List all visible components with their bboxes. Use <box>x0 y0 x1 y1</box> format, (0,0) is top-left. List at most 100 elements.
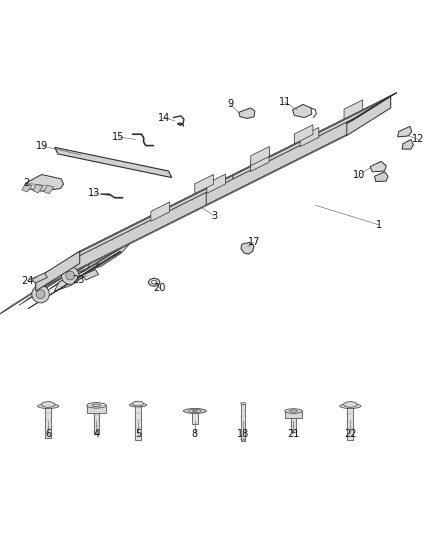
Polygon shape <box>44 185 54 194</box>
Text: 1: 1 <box>376 220 382 230</box>
Polygon shape <box>49 251 120 295</box>
Ellipse shape <box>42 402 55 407</box>
Polygon shape <box>82 270 99 280</box>
Polygon shape <box>300 127 319 147</box>
Polygon shape <box>36 192 206 279</box>
Polygon shape <box>239 108 255 118</box>
Polygon shape <box>191 183 217 213</box>
Polygon shape <box>144 207 171 236</box>
Text: 12: 12 <box>412 134 424 144</box>
Text: 8: 8 <box>192 429 198 439</box>
Ellipse shape <box>189 409 201 413</box>
Polygon shape <box>77 252 122 279</box>
Polygon shape <box>324 110 364 133</box>
Text: 18: 18 <box>237 429 249 439</box>
Polygon shape <box>135 405 141 440</box>
Text: 21: 21 <box>287 429 300 439</box>
Polygon shape <box>198 118 355 198</box>
Polygon shape <box>337 110 364 140</box>
Ellipse shape <box>344 402 357 407</box>
Polygon shape <box>82 232 121 255</box>
Ellipse shape <box>241 402 245 405</box>
Polygon shape <box>347 96 391 135</box>
Polygon shape <box>251 152 269 172</box>
Polygon shape <box>294 125 313 144</box>
Text: 2: 2 <box>23 178 29 188</box>
Polygon shape <box>233 101 382 188</box>
Polygon shape <box>19 267 78 305</box>
Text: 3: 3 <box>212 211 218 221</box>
Ellipse shape <box>38 404 59 408</box>
Polygon shape <box>36 251 80 291</box>
Polygon shape <box>55 147 172 177</box>
Polygon shape <box>22 183 32 192</box>
Polygon shape <box>206 118 355 205</box>
Text: 23: 23 <box>72 274 84 285</box>
Ellipse shape <box>152 280 157 284</box>
Polygon shape <box>285 411 302 418</box>
Polygon shape <box>241 403 245 441</box>
Polygon shape <box>71 171 241 256</box>
Circle shape <box>66 271 74 280</box>
Polygon shape <box>44 255 102 293</box>
Polygon shape <box>370 161 386 172</box>
Ellipse shape <box>192 410 198 411</box>
Circle shape <box>61 267 79 284</box>
Text: 13: 13 <box>88 188 100 198</box>
Polygon shape <box>0 279 53 318</box>
Polygon shape <box>244 157 270 186</box>
Circle shape <box>32 285 49 303</box>
Text: 24: 24 <box>21 276 34 286</box>
Polygon shape <box>293 104 312 118</box>
Polygon shape <box>198 123 347 210</box>
Polygon shape <box>178 183 217 206</box>
Polygon shape <box>291 414 296 432</box>
Polygon shape <box>347 406 353 440</box>
Circle shape <box>36 290 45 298</box>
Ellipse shape <box>285 409 302 413</box>
Text: 22: 22 <box>344 429 357 439</box>
Polygon shape <box>344 100 363 119</box>
Polygon shape <box>241 243 254 254</box>
Polygon shape <box>54 262 99 291</box>
Polygon shape <box>233 96 391 176</box>
Polygon shape <box>241 96 391 183</box>
Polygon shape <box>293 132 320 161</box>
Polygon shape <box>251 147 269 166</box>
Ellipse shape <box>87 402 106 408</box>
Text: 4: 4 <box>93 429 99 439</box>
Text: 5: 5 <box>135 429 141 439</box>
Polygon shape <box>87 405 106 413</box>
Text: 9: 9 <box>227 100 233 109</box>
Polygon shape <box>151 202 170 221</box>
Polygon shape <box>131 207 171 230</box>
Polygon shape <box>86 242 131 271</box>
Ellipse shape <box>92 404 101 407</box>
Text: 11: 11 <box>279 97 291 107</box>
Ellipse shape <box>340 404 361 408</box>
Polygon shape <box>25 174 64 191</box>
Text: 15: 15 <box>112 132 124 142</box>
Polygon shape <box>80 171 241 263</box>
Text: 20: 20 <box>154 284 166 293</box>
Ellipse shape <box>132 401 144 406</box>
Polygon shape <box>45 406 51 438</box>
Polygon shape <box>398 126 412 137</box>
Text: 17: 17 <box>248 237 260 247</box>
Ellipse shape <box>148 278 160 286</box>
Polygon shape <box>36 198 198 291</box>
Polygon shape <box>195 174 213 193</box>
Polygon shape <box>32 273 47 283</box>
Polygon shape <box>207 174 226 193</box>
Polygon shape <box>77 248 122 275</box>
Polygon shape <box>374 172 388 182</box>
Polygon shape <box>28 264 99 309</box>
Ellipse shape <box>290 410 297 412</box>
Polygon shape <box>33 184 43 193</box>
Text: 14: 14 <box>158 112 170 123</box>
Ellipse shape <box>184 408 206 414</box>
Polygon shape <box>231 157 270 180</box>
Polygon shape <box>94 232 121 261</box>
Polygon shape <box>241 439 245 442</box>
Polygon shape <box>281 132 320 155</box>
